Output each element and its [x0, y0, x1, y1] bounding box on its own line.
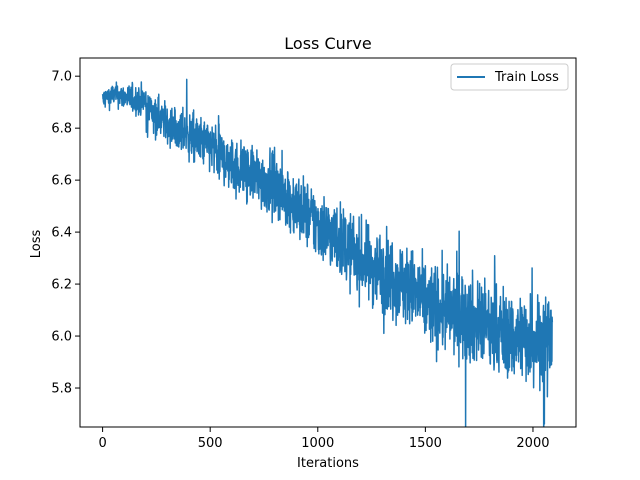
x-axis-label: Iterations: [297, 456, 359, 471]
x-tick-label: 2000: [516, 436, 549, 451]
x-tick-label: 1000: [301, 436, 334, 451]
legend: Train Loss: [450, 63, 569, 91]
y-tick-label: 6.0: [51, 330, 72, 345]
series-line-train-loss: [101, 78, 554, 427]
y-tick-label: 6.2: [51, 278, 72, 293]
y-axis-label: Loss: [29, 230, 44, 259]
y-tick-label: 6.6: [51, 174, 72, 189]
plot-area: 0 500 1000 1500 2000 5.8 6.0 6.2 6.4 6.6 6.8 7.0: [51, 57, 577, 451]
x-tick-label: 500: [198, 436, 223, 451]
chart-title: Loss Curve: [284, 34, 371, 53]
y-tick-label: 5.8: [51, 382, 72, 397]
axes-frame: [79, 57, 577, 428]
x-tick-label: 0: [98, 436, 106, 451]
y-tick-label: 6.8: [51, 122, 72, 137]
y-tick-label: 7.0: [51, 70, 72, 85]
legend-label-train-loss: Train Loss: [494, 70, 559, 85]
legend-box: [450, 63, 569, 91]
x-tick-label: 1500: [409, 436, 442, 451]
y-tick-label: 6.4: [51, 226, 72, 241]
